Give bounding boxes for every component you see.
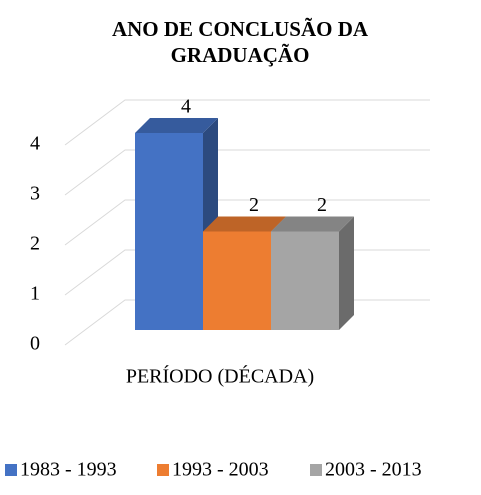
bar-front: [135, 133, 203, 330]
bar-side: [339, 216, 354, 330]
legend-label: 1983 - 1993: [20, 459, 117, 481]
legend-swatch: [310, 464, 322, 476]
y-tick-label: 3: [30, 183, 40, 205]
chart-title: ANO DE CONCLUSÃO DA GRADUAÇÃO: [111, 17, 369, 67]
bar-top: [271, 216, 354, 232]
bar: [271, 216, 354, 330]
bar-front: [203, 231, 271, 330]
legend-label: 2003 - 2013: [325, 459, 422, 481]
legend-swatch: [5, 464, 17, 476]
grid-line: [64, 99, 430, 146]
legend-swatch: [157, 464, 169, 476]
grid-line: [64, 149, 430, 196]
grid-line: [64, 199, 430, 246]
y-tick-label: 2: [30, 233, 40, 255]
bar-top: [135, 118, 218, 133]
x-tick-label: PERÍODO (DÉCADA): [126, 365, 314, 388]
data-label: 2: [249, 194, 259, 216]
y-tick-label: 4: [30, 133, 40, 155]
data-label: 4: [181, 96, 191, 118]
bar-top: [203, 216, 286, 232]
bar-front: [271, 231, 339, 330]
y-tick-label: 0: [30, 333, 40, 355]
legend-label: 1993 - 2003: [172, 459, 269, 481]
y-tick-label: 1: [30, 283, 40, 305]
data-label: 2: [317, 194, 327, 216]
